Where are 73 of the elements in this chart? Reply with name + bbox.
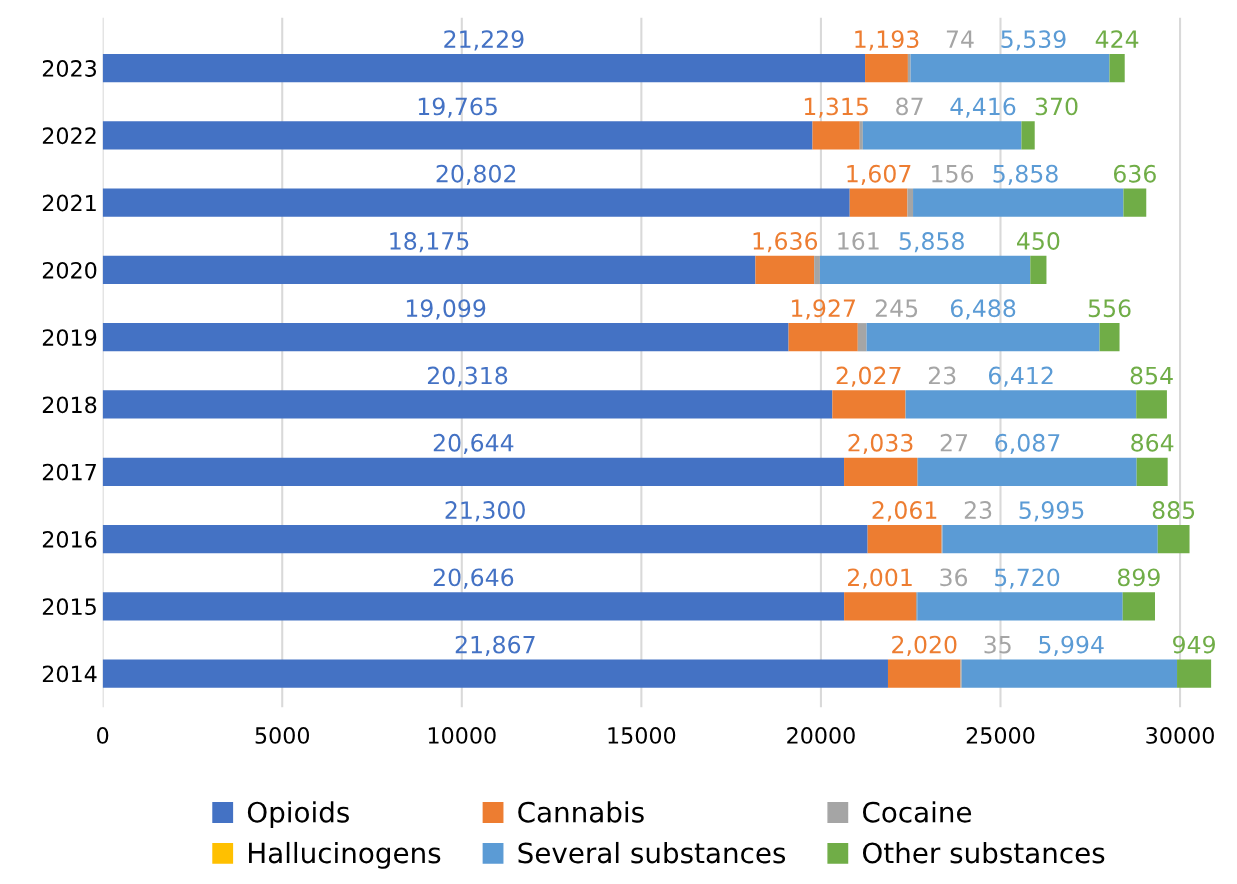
data-label: 23 [964,501,992,519]
legend-label: Cannabis [518,801,644,823]
data-label: 87 [896,97,923,116]
legend-label: Cocaine [862,801,972,823]
y-tick-label: 2019 [42,329,97,346]
data-label: 18,175 [390,232,469,253]
data-label: 156 [932,164,974,183]
data-label: 5,858 [899,232,964,253]
data-label: 19,765 [418,97,497,118]
x-tick-label: 10000 [428,727,496,744]
data-label: 1,607 [847,164,911,186]
data-label: 27 [940,433,968,452]
legend-label: Several substances [518,841,786,864]
data-label: 1,315 [804,97,868,118]
data-label: 5,720 [995,568,1060,589]
data-label: 864 [1131,433,1174,452]
y-tick-label: 2023 [42,60,97,77]
data-label: 885 [1152,501,1195,519]
data-label: 21,300 [445,501,525,522]
data-label: 19,099 [406,299,486,320]
x-tick-label: 30000 [1146,727,1214,744]
x-tick-label: 25000 [966,727,1035,744]
data-label: 899 [1117,568,1160,587]
data-label: 5,994 [1039,635,1104,656]
data-label: 161 [838,232,879,250]
data-label: 2,020 [892,635,957,656]
data-label: 20,318 [427,366,508,387]
y-tick-label: 2016 [42,530,97,548]
data-label: 245 [875,299,918,318]
data-label: 5,995 [1019,501,1084,522]
y-tick-label: 2015 [42,598,96,616]
x-tick-label: 15000 [608,727,676,744]
data-label: 1,927 [791,299,855,320]
data-label: 4,416 [950,97,1016,118]
y-tick-label: 2021 [42,194,96,212]
data-label: 2,001 [847,568,912,589]
y-tick-label: 2014 [42,665,97,683]
data-label: 5,858 [993,164,1058,186]
data-label: 6,087 [995,433,1060,455]
data-label: 2,027 [836,366,901,387]
data-label: 6,488 [950,299,1016,320]
legend-label: Hallucinogens [249,841,441,869]
data-label: 424 [1095,30,1139,48]
x-tick-label: 20000 [787,727,855,744]
x-tick-label: 0 [97,727,109,744]
data-label: 636 [1113,164,1156,183]
data-label: 1,193 [855,30,919,51]
data-label: 21,229 [444,30,524,51]
data-label: 23 [928,366,956,385]
data-label: 74 [946,30,974,48]
data-label: 35 [984,635,1011,654]
data-label: 854 [1130,366,1173,385]
data-label: 20,644 [433,433,514,455]
data-label: 2,061 [872,501,937,522]
legend-label: Opioids [247,801,349,829]
x-tick-label: 5000 [255,727,310,744]
y-tick-label: 2022 [42,127,96,145]
data-label: 5,539 [1001,30,1066,51]
data-label: 20,802 [436,164,516,186]
data-label: 556 [1088,299,1131,318]
data-label: 949 [1173,635,1215,654]
data-label: 6,412 [988,366,1053,387]
y-tick-label: 2018 [42,396,97,414]
data-label: 2,033 [848,433,913,455]
y-tick-label: 2017 [42,463,96,481]
data-label: 20,646 [433,568,514,589]
y-tick-label: 2020 [42,261,97,279]
legend-label: Other substances [862,841,1105,864]
data-label: 36 [940,568,968,587]
data-label: 450 [1017,232,1060,250]
data-label: 1,636 [753,232,818,253]
data-label: 21,867 [455,635,535,656]
data-label: 370 [1035,97,1078,116]
